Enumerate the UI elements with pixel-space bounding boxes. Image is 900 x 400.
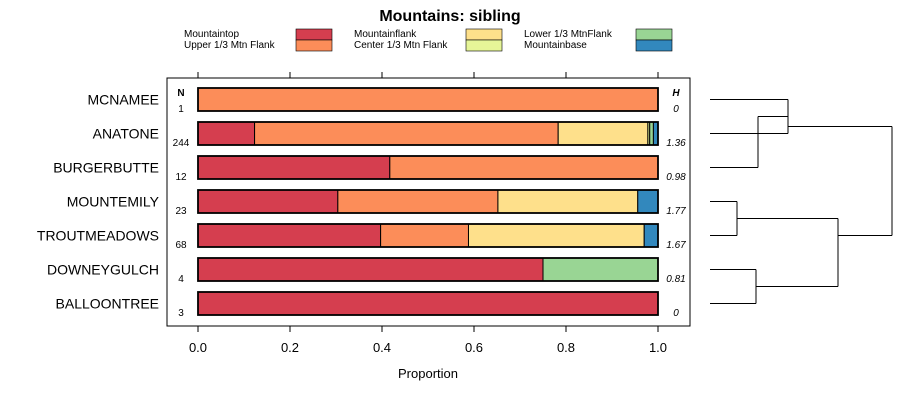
bar-outline: [197, 223, 659, 248]
bar-segment: [557, 121, 649, 146]
legend-swatch: [465, 28, 503, 41]
bar-outline: [197, 155, 659, 180]
bar-segment: [643, 223, 659, 248]
bar-segment: [254, 121, 559, 146]
bar-segment: [380, 223, 469, 248]
x-tick-label: 0.4: [373, 340, 391, 355]
bar-outline: [197, 291, 659, 316]
x-tick-label: 0.6: [465, 340, 483, 355]
legend-label: Mountaintop: [184, 29, 239, 40]
row-label: DOWNEYGULCH: [47, 262, 159, 278]
bar-segment: [637, 189, 659, 214]
bar-segment: [197, 291, 659, 316]
bar-outline: [197, 257, 659, 282]
n-column-header: N: [177, 88, 184, 99]
x-tick-label: 0.8: [557, 340, 575, 355]
row-label: MCNAMEE: [87, 92, 159, 108]
row-label: BALLOONTREE: [56, 296, 159, 312]
bar-segment: [542, 257, 659, 282]
legend-swatch: [465, 39, 503, 52]
legend-swatch: [635, 28, 673, 41]
bars-group: MCNAMEE 1 0 ANATONE 244 1.36 BURGERBUTTE 12 0.98…: [37, 87, 686, 319]
plot-frame: [166, 77, 691, 327]
legend-swatch: [635, 39, 673, 52]
x-axis-label: Proportion: [398, 366, 458, 381]
row-label: BURGERBUTTE: [53, 160, 159, 176]
n-value: 23: [175, 206, 187, 217]
legend-label: Mountainbase: [524, 40, 587, 51]
legend-label: Upper 1/3 Mtn Flank: [184, 40, 276, 51]
bar-outline: [197, 121, 659, 146]
h-value: 1.77: [666, 206, 686, 217]
row-label: MOUNTEMILY: [67, 194, 160, 210]
x-tick-label: 0.0: [189, 340, 207, 355]
bar-segment: [337, 189, 499, 214]
bar-segment: [649, 121, 654, 146]
bar-segment: [389, 155, 659, 180]
h-value: 1.67: [666, 240, 686, 251]
bar-segment: [467, 223, 645, 248]
n-value: 3: [178, 308, 184, 319]
x-axis: 0.0 0.2 0.4 0.6 0.8 1.0: [189, 72, 667, 355]
bar-segment: [197, 155, 391, 180]
legend-label: Center 1/3 Mtn Flank: [354, 40, 448, 51]
legend-label: Mountainflank: [354, 29, 417, 40]
n-value: 12: [175, 172, 187, 183]
bar-segment: [197, 189, 339, 214]
legend-swatch: [295, 28, 333, 41]
bar-segment: [197, 121, 256, 146]
h-value: 0: [673, 308, 679, 319]
x-tick-label: 0.2: [281, 340, 299, 355]
bar-segment: [197, 87, 659, 112]
h-value: 1.36: [666, 138, 686, 149]
h-column-header: H: [672, 88, 680, 99]
bar-segment: [197, 257, 544, 282]
n-value: 1: [178, 104, 184, 115]
x-tick-label: 1.0: [649, 340, 667, 355]
n-value: 244: [173, 138, 190, 149]
row-label: TROUTMEADOWS: [37, 228, 159, 244]
bar-segment: [197, 223, 382, 248]
n-value: 4: [178, 274, 184, 285]
bar-outline: [197, 87, 659, 112]
dendrogram: [710, 99, 893, 304]
h-value: 0.98: [666, 172, 686, 183]
row-label: ANATONE: [93, 126, 159, 142]
n-value: 68: [175, 240, 187, 251]
chart-title: Mountains: sibling: [379, 8, 520, 25]
bar-outline: [197, 189, 659, 214]
h-value: 0.81: [666, 274, 685, 285]
h-value: 0: [673, 104, 679, 115]
bar-segment: [497, 189, 639, 214]
legend-label: Lower 1/3 MtnFlank: [524, 29, 613, 40]
legend-swatch: [295, 39, 333, 52]
